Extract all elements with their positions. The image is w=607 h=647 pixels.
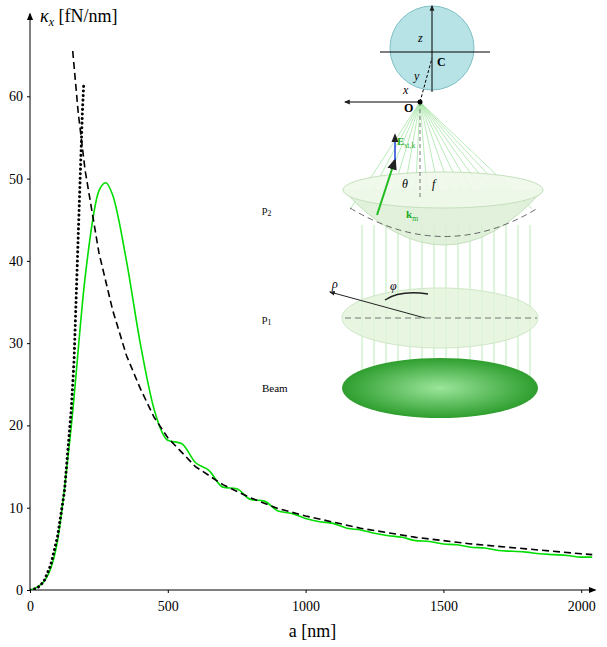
annotation: p1 <box>262 312 272 327</box>
annotation: z <box>417 31 423 45</box>
optic-axis <box>420 102 421 200</box>
y-tick-label: 20 <box>9 418 23 433</box>
annotation: f <box>432 177 437 191</box>
x-tick-label: 0 <box>27 599 34 614</box>
phi-arc <box>385 293 428 300</box>
annotation-text: O <box>404 101 413 115</box>
rho-arrow <box>330 292 425 318</box>
y-tick-mark <box>27 96 30 97</box>
x-tick: 1000 <box>292 590 320 614</box>
annotation-sub: 1 <box>268 318 272 327</box>
y-tick: 10 <box>9 501 30 516</box>
x-tick-mark <box>168 590 169 593</box>
x-tick-mark <box>30 590 31 593</box>
y-tick: 50 <box>9 172 30 187</box>
y-axis: 0 10 20 30 40 50 60 <box>9 14 30 598</box>
annotation-sub: 2 <box>268 209 272 218</box>
y-tick-label: 50 <box>9 172 23 187</box>
y-tick-mark <box>27 179 30 180</box>
e-vector <box>394 135 396 160</box>
y-tick-mark <box>27 425 30 426</box>
x-axis-title: a [nm] <box>289 621 336 641</box>
x-tick-label: 1500 <box>430 599 458 614</box>
y-tick-mark <box>27 590 30 591</box>
plot-area <box>30 51 592 590</box>
series-line <box>30 183 592 590</box>
y-tick-mark <box>27 261 30 262</box>
annotation-sub: st,k <box>404 141 415 150</box>
y-tick-mark <box>27 508 30 509</box>
y-tick: 40 <box>9 254 30 269</box>
annotation-text: θ <box>402 177 408 191</box>
y-tick-label: 40 <box>9 254 23 269</box>
x-tick-mark <box>581 590 582 593</box>
beam <box>342 358 538 418</box>
y-tick: 20 <box>9 418 30 433</box>
annotation: φ <box>390 279 397 293</box>
y-tick-label: 60 <box>9 89 23 104</box>
inset-diagram <box>330 6 543 418</box>
axis-line <box>432 6 433 92</box>
y-title-unit: [fN/nm] <box>54 6 117 26</box>
y-tick: 60 <box>9 89 30 104</box>
x-tick-label: 1000 <box>292 599 320 614</box>
annotation-text: z <box>417 31 423 45</box>
x-tick: 2000 <box>568 590 596 614</box>
annotation: km <box>406 208 418 223</box>
axis-line <box>380 52 490 53</box>
y-tick-label: 0 <box>16 583 23 598</box>
annotation-text: ρ <box>331 277 338 291</box>
origin <box>418 100 423 105</box>
annotation-text: f <box>432 177 437 191</box>
annotation-text: y <box>413 69 420 83</box>
annotation: y <box>413 69 420 83</box>
annotation: Est,k <box>397 135 415 150</box>
y-tick-label: 10 <box>9 501 23 516</box>
series-line <box>73 51 593 555</box>
x-tick: 0 <box>27 590 34 614</box>
annotation-text: C <box>437 55 446 69</box>
series-line <box>30 84 84 590</box>
y-tick: 0 <box>16 583 30 598</box>
y-tick-mark <box>27 343 30 344</box>
annotation-text: E <box>397 135 404 147</box>
annotation: ρ <box>331 277 338 291</box>
x-tick-label: 500 <box>158 599 179 614</box>
annotation: p2 <box>262 203 272 218</box>
x-tick: 1500 <box>430 590 458 614</box>
k-vector <box>377 160 395 215</box>
annotation: θ <box>402 177 408 191</box>
x-tick-label: 2000 <box>568 599 596 614</box>
lens-top <box>343 172 543 208</box>
chart: zCyxOEst,kθfp2kmρφp1Beam0500100015002000… <box>0 0 607 647</box>
annotation: O <box>404 101 413 115</box>
x-tick-mark <box>443 590 444 593</box>
y-title-symbol: κ <box>40 6 49 26</box>
plane-p1 <box>342 288 538 348</box>
annotation-text: φ <box>390 279 397 293</box>
y-axis-title: κx [fN/nm] <box>40 6 117 29</box>
annotation: x <box>402 83 409 97</box>
y-axis-line <box>30 14 31 590</box>
x-tick-mark <box>306 590 307 593</box>
annotation: Beam <box>262 382 288 394</box>
annotation-sub: m <box>412 214 418 223</box>
plane-axis <box>345 318 537 319</box>
x-axis-line <box>30 590 595 591</box>
axis-line <box>420 58 432 102</box>
annotation-text: x <box>402 83 409 97</box>
annotation: C <box>437 55 446 69</box>
y-tick-label: 30 <box>9 336 23 351</box>
y-tick: 30 <box>9 336 30 351</box>
x-tick: 500 <box>158 590 179 614</box>
annotation-text: Beam <box>262 382 288 394</box>
x-axis: 0 500 1000 1500 2000 <box>27 590 596 614</box>
